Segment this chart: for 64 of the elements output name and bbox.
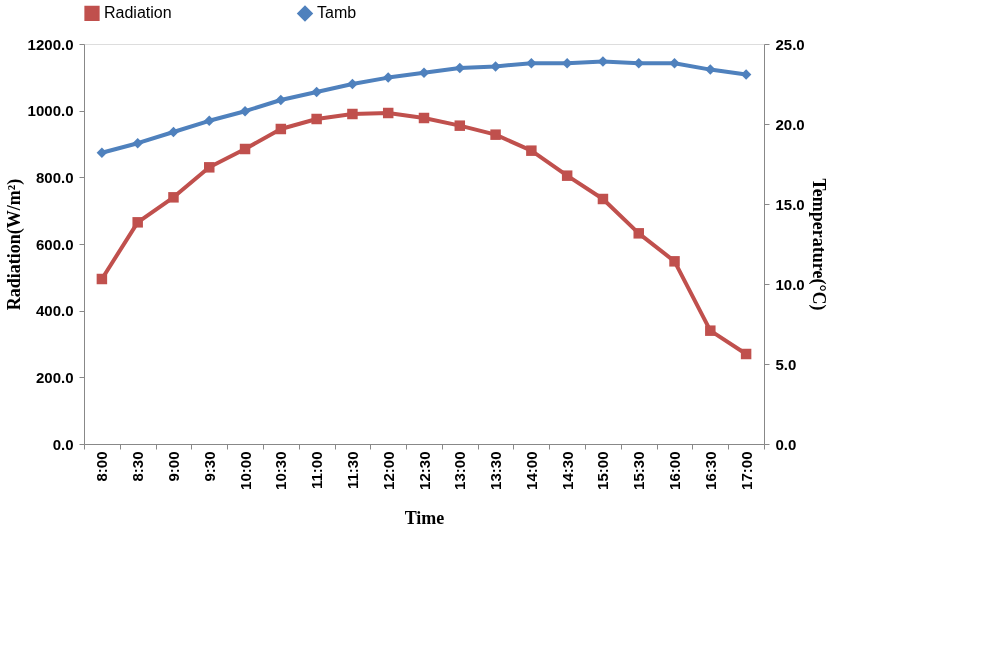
x-tick-label: 14:30 [558,451,576,490]
x-tick-label: 9:30 [200,451,218,482]
x-tick-label: 10:30 [272,451,290,490]
y2-tick-label: 0.0 [775,435,797,453]
y2-axis-title: Temperature(°C) [807,178,829,311]
y-tick-label: 400.0 [35,302,74,320]
legend-label: Radiation [104,4,172,22]
point [418,112,430,124]
y-tick-label: 600.0 [35,235,74,253]
x-tick-label: 14:00 [522,451,540,490]
x-tick-label: 15:30 [630,451,648,490]
point [132,137,143,149]
y2-tick-label: 25.0 [775,35,805,53]
point [669,57,680,69]
point [490,129,501,140]
point [168,126,179,138]
y2-tick-label: 5.0 [775,355,797,373]
point [705,325,716,336]
x-tick-label: 12:00 [379,451,397,490]
point [96,147,108,159]
x-tick-label: 16:30 [701,451,719,490]
y-tick-label: 200.0 [35,368,74,386]
point [239,105,251,117]
x-tick-label: 9:00 [164,451,182,482]
x-tick-label: 11:30 [343,451,361,490]
x-axis-title: Time [404,507,445,528]
x-tick-label: 10:00 [236,451,254,490]
y2-tick-label: 10.0 [775,275,805,293]
point [239,143,251,155]
y-axis-title: Radiation(W/m²) [3,178,25,311]
point [347,108,358,120]
x-tick-label: 12:30 [415,451,433,490]
x-tick-label: 16:00 [666,451,684,490]
point [561,170,573,181]
point [204,115,215,127]
point [597,193,609,205]
point [669,256,680,267]
point [347,78,358,90]
y-tick-label: 1200.0 [27,35,74,53]
point [454,120,466,131]
point [526,145,537,156]
x-tick-label: 8:00 [93,451,111,482]
legend-label: Tamb [317,4,357,22]
point [204,162,215,173]
point [132,217,143,228]
y2-tick-label: 20.0 [775,115,805,133]
y-tick-label: 800.0 [35,168,74,186]
y-tick-label: 1000.0 [27,102,74,120]
point [168,192,179,203]
point [633,228,644,239]
point [311,113,322,125]
x-tick-label: 13:30 [487,451,505,490]
x-tick-label: 15:00 [594,451,612,490]
point [311,86,322,98]
x-tick-label: 11:00 [308,451,326,490]
point [740,348,752,360]
point [96,273,108,285]
x-tick-label: 13:00 [451,451,469,490]
x-tick-label: 17:00 [737,451,755,490]
y2-tick-label: 15.0 [775,195,805,213]
point [382,107,394,119]
y-tick-label: 0.0 [52,435,74,453]
point [275,123,287,135]
x-tick-label: 8:30 [129,451,147,482]
